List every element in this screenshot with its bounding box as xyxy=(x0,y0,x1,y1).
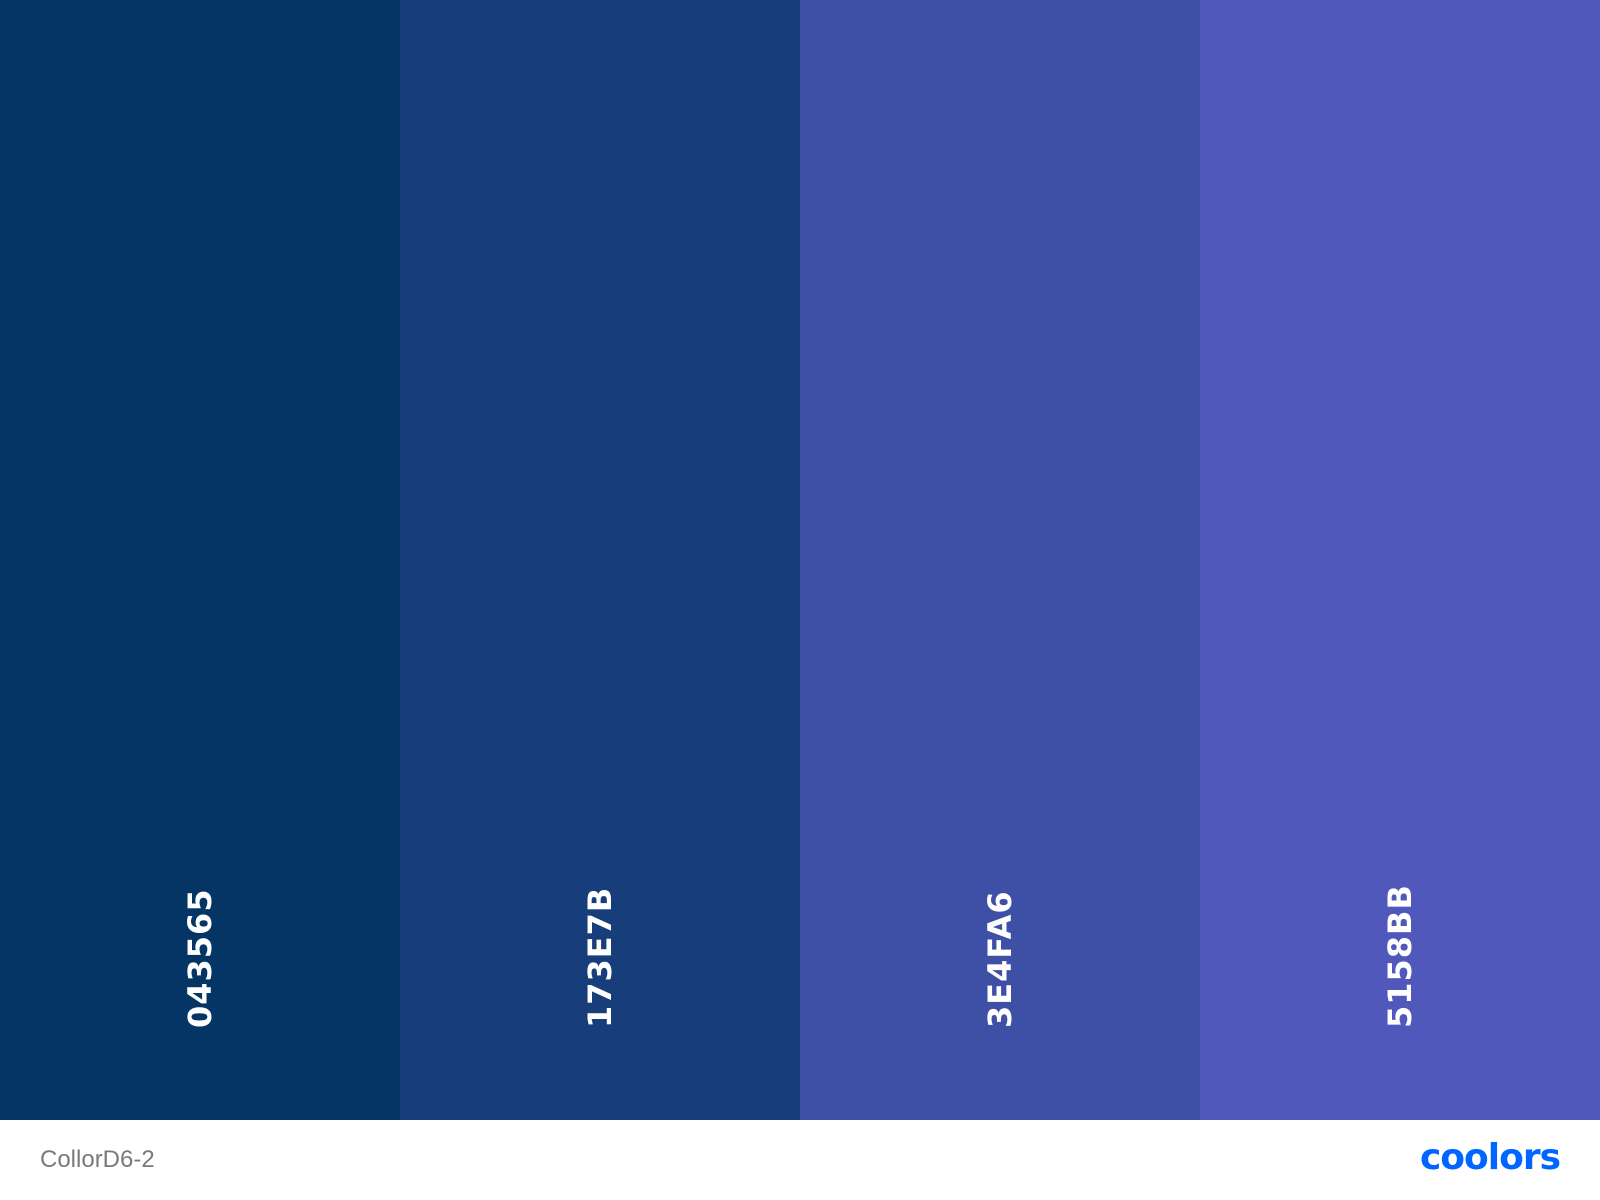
swatch-hex-label: 5158BB xyxy=(1381,884,1419,1028)
color-swatch-1[interactable]: 043565 xyxy=(0,0,400,1120)
swatch-hex-label: 3E4FA6 xyxy=(981,890,1019,1028)
color-palette: 043565 173E7B 3E4FA6 5158BB xyxy=(0,0,1600,1120)
swatch-hex-label: 043565 xyxy=(181,888,219,1028)
palette-footer: CollorD6-2 coolors xyxy=(0,1120,1600,1200)
color-swatch-2[interactable]: 173E7B xyxy=(400,0,800,1120)
color-swatch-4[interactable]: 5158BB xyxy=(1200,0,1600,1120)
swatch-hex-label: 173E7B xyxy=(581,886,619,1028)
coolors-logo[interactable]: coolors xyxy=(1419,1137,1561,1178)
color-swatch-3[interactable]: 3E4FA6 xyxy=(800,0,1200,1120)
palette-name: CollorD6-2 xyxy=(40,1146,155,1173)
